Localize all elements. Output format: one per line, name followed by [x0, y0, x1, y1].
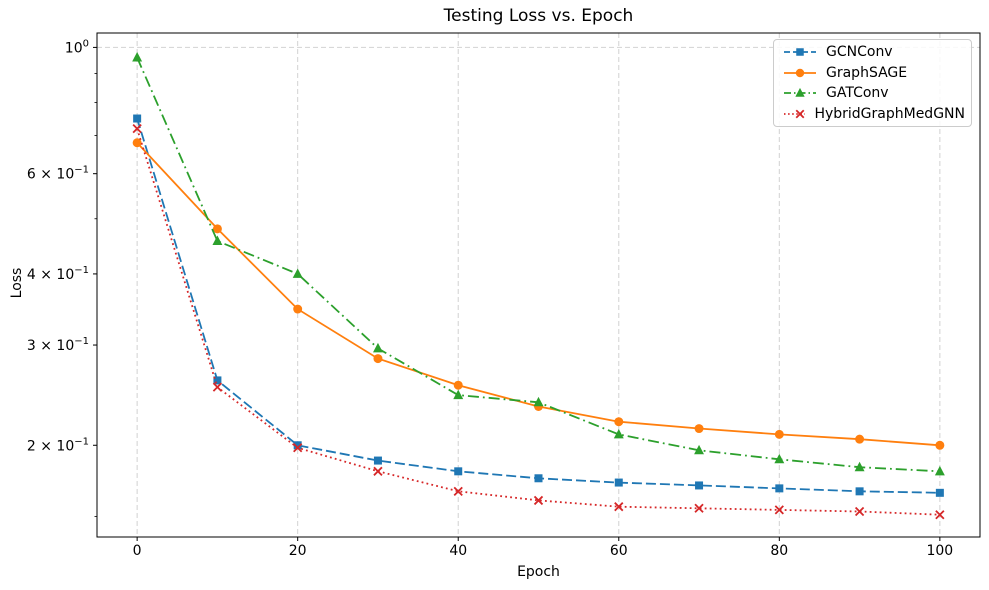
series-HybridGraphMedGNN: [132, 123, 945, 520]
x-tick-label-20: 20: [289, 543, 307, 559]
marker-circle: [774, 429, 784, 439]
marker-x: [795, 109, 805, 119]
marker-triangle: [453, 389, 464, 400]
series-GATConv: [132, 52, 945, 476]
marker-circle: [935, 440, 945, 450]
y-tick-label-0.4: 4 × 10−1: [27, 265, 89, 283]
marker-triangle: [694, 444, 705, 455]
legend-marker-HybridGraphMedGNN: [795, 109, 805, 119]
y-axis: 100 6 × 10−1 4 × 10−1 3 × 10−1 2 × 10−1: [27, 38, 97, 517]
marker-circle: [614, 417, 624, 427]
marker-x: [774, 505, 784, 515]
marker-x: [533, 495, 544, 506]
marker-triangle: [934, 465, 945, 476]
marker-triangle: [212, 235, 223, 245]
marker-square: [614, 478, 623, 487]
legend-swatch-GCNConv: [784, 48, 816, 56]
marker-circle: [694, 424, 704, 434]
marker-triangle: [774, 453, 785, 464]
legend-label-HybridGraphMedGNN: HybridGraphMedGNN: [814, 105, 965, 122]
legend-item-GATConv: GATConv: [783, 83, 965, 104]
legend-item-GCNConv: GCNConv: [783, 42, 965, 63]
marker-x: [453, 486, 463, 496]
legend-item-GraphSAGE: GraphSAGE: [783, 63, 965, 84]
axes-spines: [96, 32, 981, 538]
x-axis: 0 20 40 60 80 100: [133, 537, 953, 559]
x-tick-label-0: 0: [133, 543, 142, 559]
marker-circle: [212, 224, 222, 234]
y-tick-label-1: 100: [65, 38, 89, 56]
series-GCNConv: [133, 114, 944, 497]
marker-square: [133, 114, 142, 123]
marker-x: [854, 506, 865, 517]
legend-marker-GCNConv: [796, 48, 804, 56]
marker-triangle: [533, 396, 544, 407]
marker-square: [373, 456, 382, 465]
legend-label-GCNConv: GCNConv: [826, 44, 893, 61]
marker-circle: [453, 380, 463, 390]
marker-x: [293, 443, 303, 453]
grid: [97, 33, 980, 537]
marker-x: [373, 466, 383, 476]
marker-square: [935, 488, 944, 497]
x-tick-label-40: 40: [449, 543, 467, 559]
marker-circle: [132, 138, 142, 148]
y-tick-label-0.2: 2 × 10−1: [27, 436, 89, 454]
x-axis-label: Epoch: [517, 564, 560, 580]
marker-square: [775, 484, 784, 493]
legend: GCNConv GraphSAGE GATConv HybridGraphMedGNN: [773, 39, 972, 127]
marker-square: [534, 474, 543, 483]
marker-square: [454, 467, 463, 476]
marker-triangle: [372, 342, 383, 353]
marker-square: [293, 441, 302, 450]
marker-triangle: [292, 268, 303, 278]
chart-title: Testing Loss vs. Epoch: [443, 6, 634, 26]
legend-label-GATConv: GATConv: [826, 85, 889, 102]
marker-triangle: [795, 88, 805, 97]
x-tick-label-60: 60: [610, 543, 628, 559]
legend-marker-GATConv: [795, 88, 805, 97]
series-line-HybridGraphMedGNN: [136, 128, 940, 516]
marker-circle: [855, 434, 865, 444]
marker-triangle: [854, 461, 865, 472]
legend-marker-GraphSAGE: [795, 68, 805, 77]
marker-circle: [373, 354, 383, 364]
marker-triangle: [613, 428, 624, 439]
marker-square: [213, 376, 222, 385]
legend-swatch-HybridGraphMedGNN: [784, 109, 806, 119]
y-tick-label-0.3: 3 × 10−1: [27, 336, 89, 354]
marker-circle: [795, 68, 805, 77]
y-axis-label: Loss: [9, 267, 25, 299]
marker-x: [614, 502, 624, 512]
marker-x: [935, 510, 945, 520]
legend-label-GraphSAGE: GraphSAGE: [826, 64, 908, 81]
marker-x: [212, 382, 223, 392]
marker-square: [695, 481, 704, 490]
marker-x: [694, 503, 704, 513]
marker-square: [855, 487, 864, 496]
x-tick-label-80: 80: [770, 543, 788, 559]
y-tick-label-0.6: 6 × 10−1: [27, 165, 89, 183]
marker-x: [132, 123, 142, 134]
x-tick-label-100: 100: [926, 543, 953, 559]
legend-swatch-GATConv: [784, 88, 816, 97]
legend-item-HybridGraphMedGNN: HybridGraphMedGNN: [783, 104, 965, 125]
marker-triangle: [132, 52, 143, 62]
marker-square: [796, 48, 804, 56]
marker-circle: [293, 304, 303, 314]
legend-swatch-GraphSAGE: [784, 68, 816, 77]
